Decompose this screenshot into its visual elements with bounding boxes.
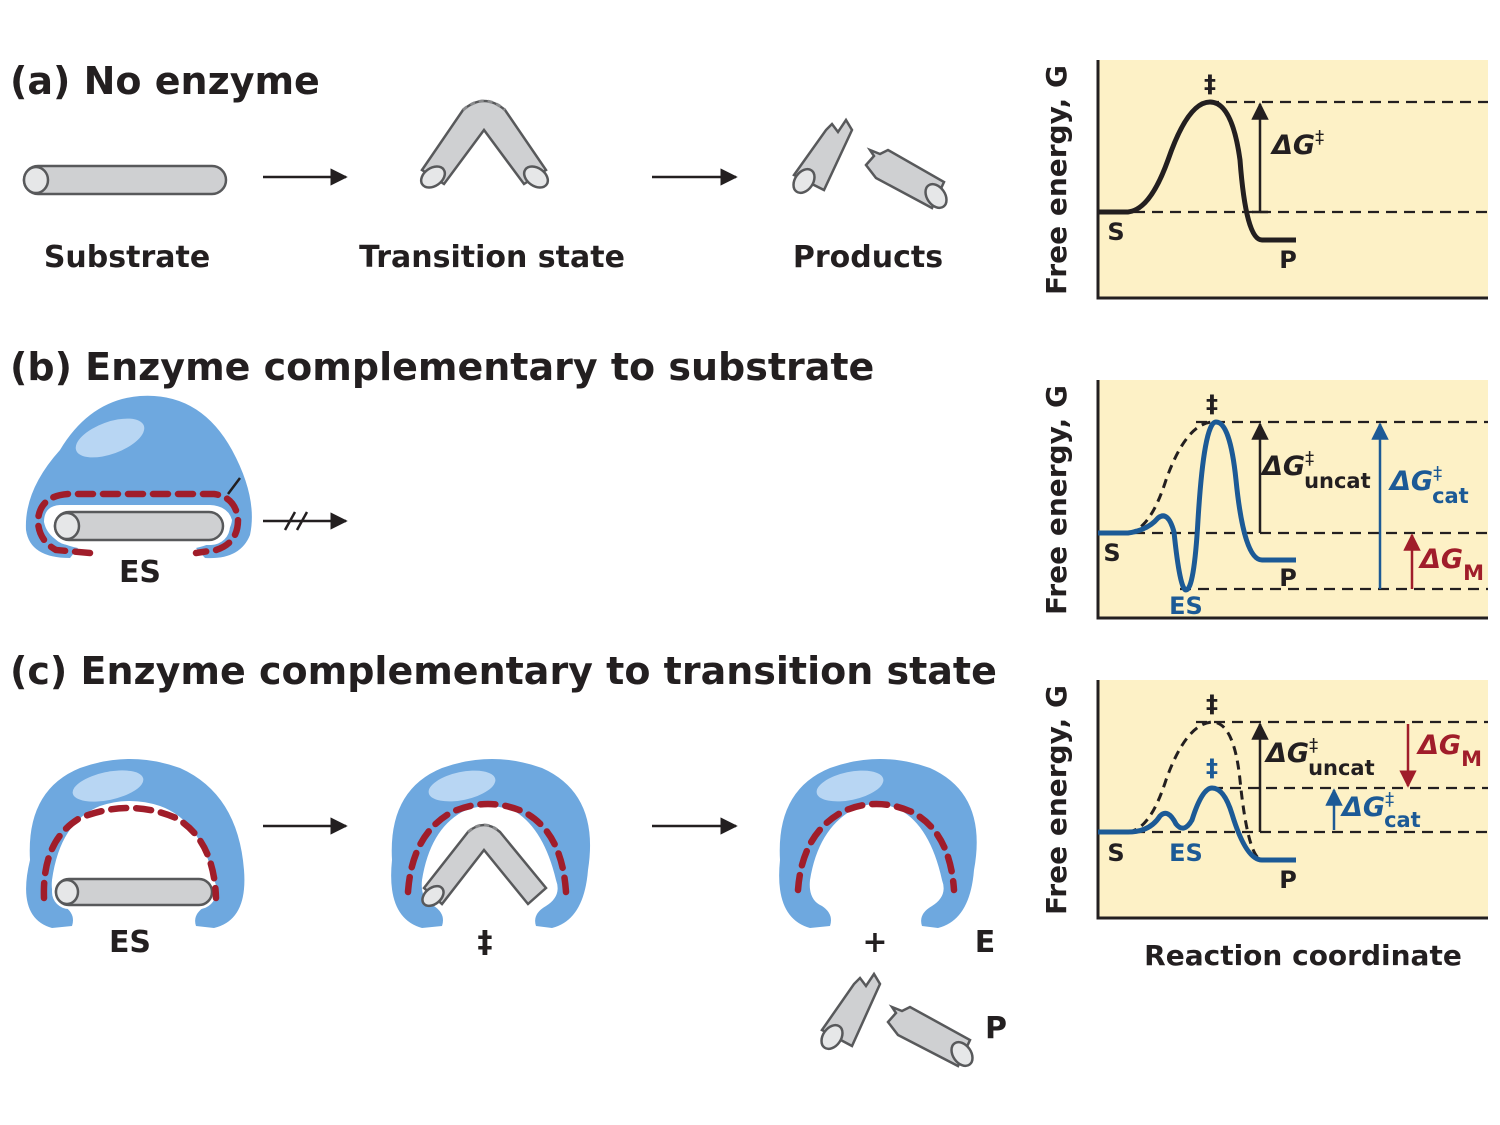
graph-a-dg: ΔG‡: [1270, 127, 1324, 161]
graph-b-dg-m: ΔGM: [1418, 544, 1484, 585]
plus-label: +: [862, 925, 887, 960]
graph-a-p: P: [1279, 246, 1297, 274]
graph-b-ylabel: Free energy, G: [1040, 385, 1073, 615]
graph-b-dg-cat: ΔG‡ cat: [1388, 463, 1469, 508]
graph-b-ts: ‡: [1206, 390, 1218, 418]
graph-b-dg-uncat: ΔG‡ uncat: [1260, 448, 1371, 493]
broken-product-icon: [820, 971, 974, 1068]
enzyme-e-label: E: [975, 925, 996, 960]
graph-c-ylabel: Free energy, G: [1040, 685, 1073, 915]
graph-b-es: ES: [1169, 592, 1203, 620]
graph-c-es: ES: [1169, 839, 1203, 867]
graph-c-dg-uncat: ΔG‡ uncat: [1264, 735, 1375, 780]
graph-c-ts-cat: ‡: [1206, 754, 1218, 782]
graph-c-dg-cat: ΔG‡ cat: [1340, 789, 1421, 832]
panel-b-title: (b) Enzyme complementary to substrate: [10, 345, 874, 389]
enzyme-icon: [25, 395, 252, 559]
graph-c-p: P: [1279, 866, 1297, 894]
graph-b-s: S: [1103, 539, 1120, 567]
enzyme-icon: [779, 759, 977, 928]
graph-c-dg-m: ΔGM: [1416, 730, 1482, 771]
substrate-label: Substrate: [44, 240, 210, 275]
transition-state-label: Transition state: [359, 240, 625, 275]
x-axis-label: Reaction coordinate: [1144, 939, 1462, 972]
graph-c-ts: ‡: [1206, 690, 1218, 718]
transition-rod-icon: [419, 99, 550, 189]
graph-a-s: S: [1107, 218, 1124, 246]
products-label: Products: [793, 240, 943, 275]
blocked-arrow-icon: [263, 511, 348, 531]
product-p-label: P: [985, 1011, 1007, 1046]
panel-c-title: (c) Enzyme complementary to transition s…: [10, 649, 997, 693]
enzyme-icon: [26, 759, 245, 928]
energy-graph-b: ‡ S P ES ΔG‡ uncat ΔG‡ cat ΔGM Free energy…: [1040, 380, 1488, 620]
graph-b-p: P: [1279, 564, 1297, 592]
es-label-c: ES: [109, 925, 151, 960]
graph-c-s: S: [1107, 839, 1124, 867]
substrate-rod-icon: [22, 164, 228, 196]
panel-a-title: (a) No enzyme: [10, 59, 320, 103]
es-label-b: ES: [119, 555, 161, 590]
graph-a-ts: ‡: [1204, 70, 1216, 98]
energy-graph-c: ‡ ‡ S P ES ΔG‡ uncat ΔG‡ cat ΔGM Free ener…: [1040, 680, 1488, 920]
broken-product-icon: [792, 117, 948, 210]
ts-label-c: ‡: [478, 925, 493, 960]
graph-a-ylabel: Free energy, G: [1040, 65, 1073, 295]
energy-graph-a: ‡ S P ΔG‡ Free energy, G: [1040, 60, 1488, 300]
enzyme-icon: [391, 759, 591, 928]
